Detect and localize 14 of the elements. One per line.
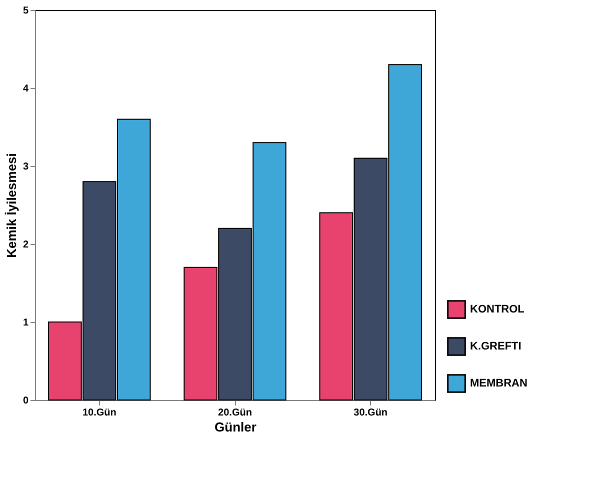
legend-label: KONTROL — [470, 304, 525, 316]
x-tick-label: 20.Gün — [218, 408, 252, 418]
legend-label: MEMBRAN — [470, 378, 528, 390]
y-axis-title: Kemik İyilesmesi — [4, 153, 19, 258]
y-tick-label: 2 — [22, 240, 29, 250]
y-tick-label: 3 — [22, 162, 29, 172]
y-tick-label: 5 — [22, 6, 29, 16]
y-tick-label: 0 — [22, 396, 29, 406]
x-tick-label: 30.Gün — [354, 408, 388, 418]
legend-label: K.GREFTI — [470, 340, 522, 352]
x-axis-title: Günler — [214, 420, 256, 434]
y-tick-label: 4 — [22, 84, 29, 94]
y-tick-label: 1 — [22, 318, 29, 328]
x-tick-label: 10.Gün — [82, 408, 116, 418]
